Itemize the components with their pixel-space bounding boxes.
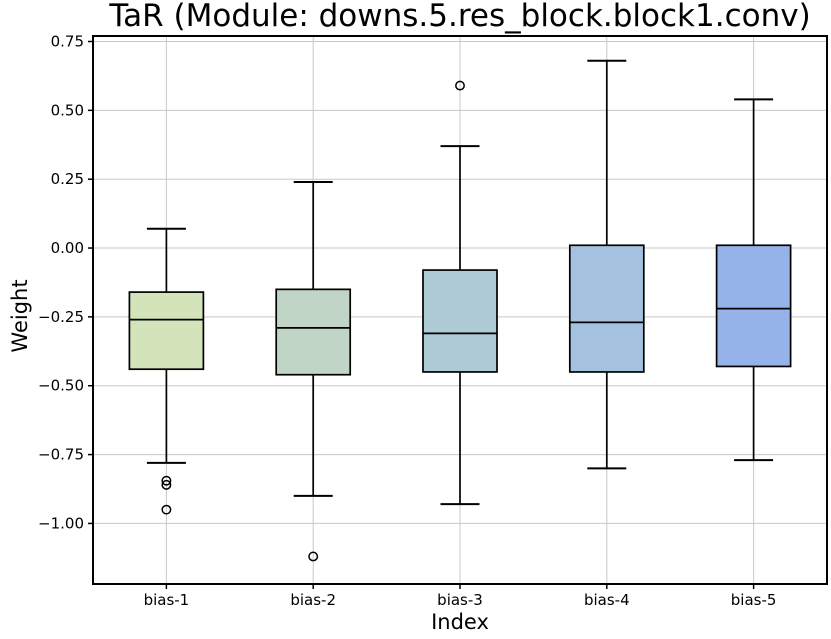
outlier-marker	[161, 475, 172, 486]
y-tick-label: 0.25	[51, 170, 84, 188]
y-tick-label: 0.50	[51, 101, 84, 119]
outlier-marker	[161, 479, 172, 490]
y-tick-label: 0.00	[51, 239, 84, 257]
outlier-marker	[161, 504, 172, 515]
y-tick-label: −0.25	[38, 308, 84, 326]
x-tick-label: bias-5	[731, 591, 777, 609]
x-tick-label: bias-1	[144, 591, 190, 609]
y-tick-label: −0.75	[38, 446, 84, 464]
box-bias-2	[275, 288, 352, 376]
chart-title: TaR (Module: downs.5.res_block.block1.co…	[109, 0, 811, 34]
outlier-marker	[455, 80, 465, 91]
y-axis-label: Weight	[8, 279, 32, 353]
y-tick-label: −0.50	[38, 377, 84, 395]
box-bias-4	[568, 244, 645, 373]
x-tick-label: bias-4	[584, 591, 630, 609]
y-tick-label: 0.75	[51, 33, 84, 51]
box-bias-1	[128, 291, 205, 371]
x-tick-label: bias-2	[290, 591, 336, 609]
x-tick-label: bias-3	[437, 591, 483, 609]
box-bias-3	[422, 269, 498, 373]
y-tick-label: −1.00	[38, 514, 84, 532]
x-axis-label: Index	[431, 610, 489, 634]
box-bias-5	[715, 244, 792, 368]
outlier-marker	[308, 551, 319, 562]
